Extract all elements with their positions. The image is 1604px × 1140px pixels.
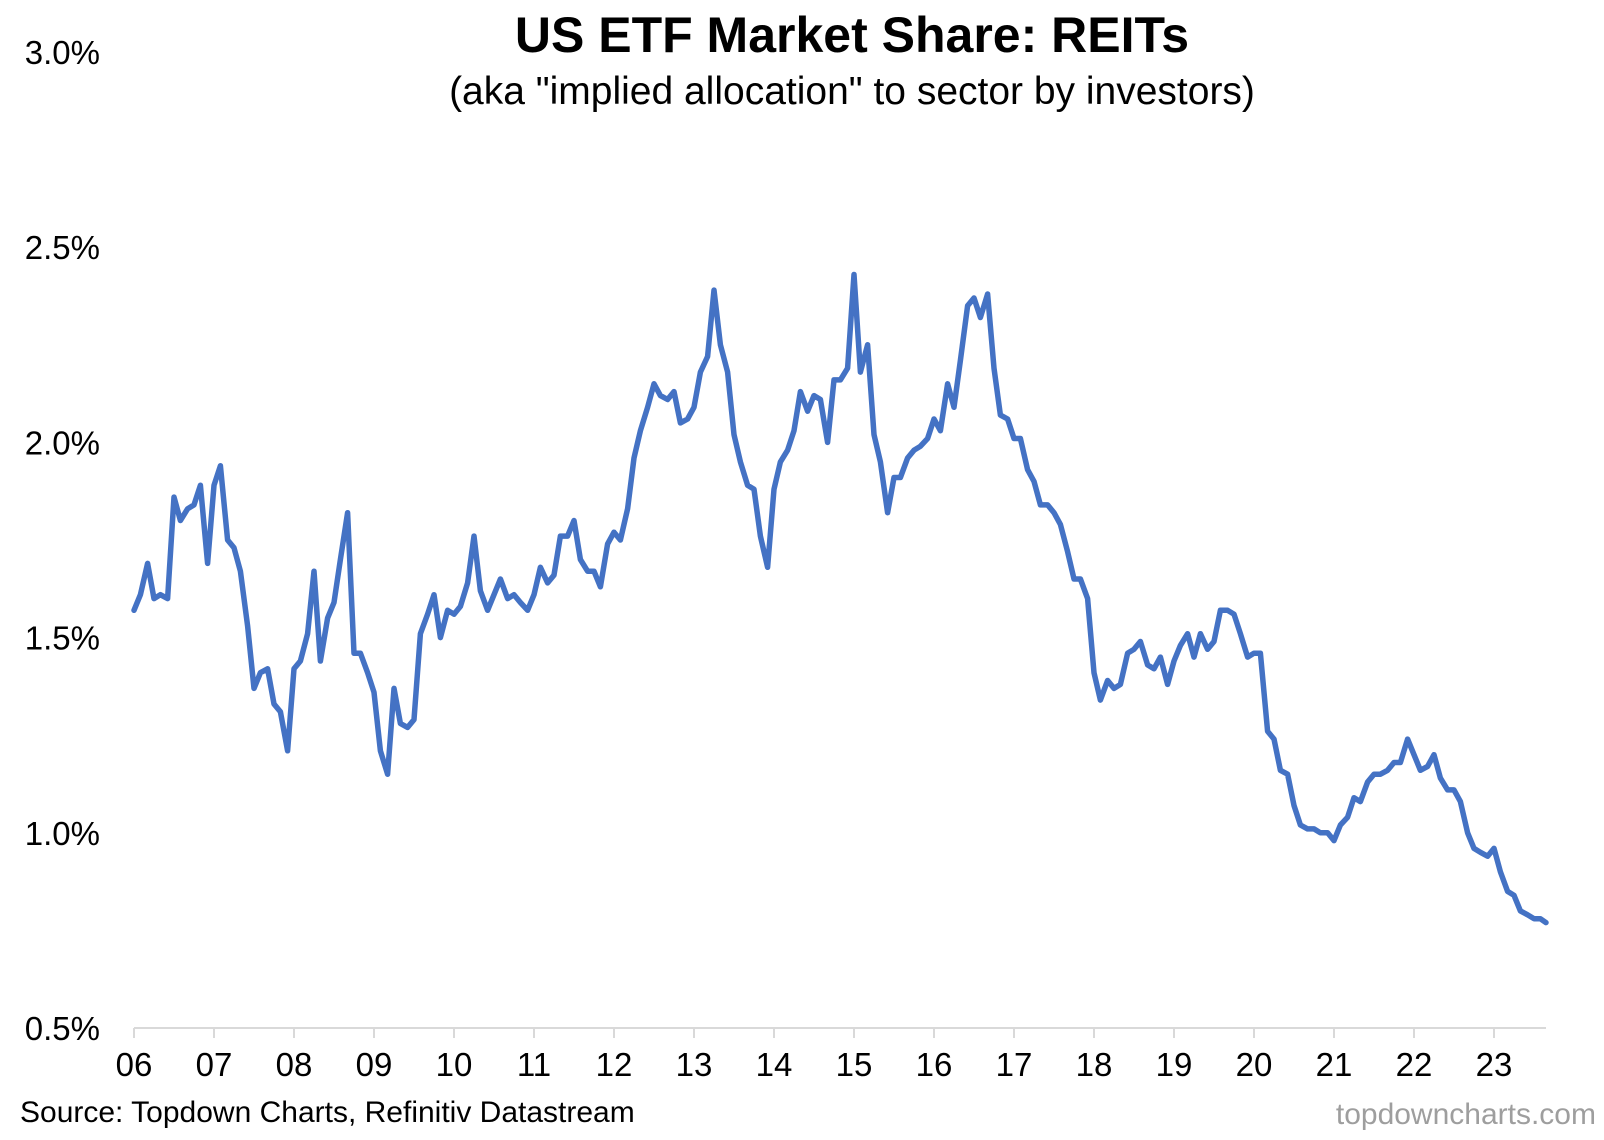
y-tick-label: 1.5% [25, 620, 100, 657]
x-tick-label: 09 [356, 1046, 393, 1083]
source-note: Source: Topdown Charts, Refinitiv Datast… [20, 1096, 635, 1129]
x-axis: 06 07 08 09 10 11 12 13 14 15 16 17 18 19 20 21 22 23 [116, 1028, 1513, 1083]
y-tick-label: 2.5% [25, 229, 100, 266]
series-line-0 [131, 271, 1549, 926]
x-tick-label: 21 [1316, 1046, 1353, 1083]
x-tick-label: 14 [756, 1046, 793, 1083]
x-tick-label: 16 [916, 1046, 953, 1083]
x-tick-label: 12 [596, 1046, 633, 1083]
y-tick-label: 0.5% [25, 1010, 100, 1047]
x-tick-label: 18 [1076, 1046, 1113, 1083]
x-tick-label: 15 [836, 1046, 873, 1083]
x-tick-label: 10 [436, 1046, 473, 1083]
x-tick-label: 13 [676, 1046, 713, 1083]
chart-title: US ETF Market Share: REITs [515, 7, 1189, 63]
y-axis: 3.0% 2.5% 2.0% 1.5% 1.0% 0.5% [25, 34, 100, 1047]
x-tick-label: 17 [996, 1046, 1033, 1083]
chart-subtitle: (aka "implied allocation" to sector by i… [449, 70, 1255, 113]
x-tick-label: 08 [276, 1046, 313, 1083]
y-tick-label: 3.0% [25, 34, 100, 71]
x-tick-label: 11 [517, 1046, 551, 1083]
x-tick-label: 22 [1396, 1046, 1433, 1083]
x-tick-label: 07 [196, 1046, 233, 1083]
x-tick-label: 20 [1236, 1046, 1273, 1083]
x-tick-label: 19 [1156, 1046, 1193, 1083]
watermark: topdowncharts.com [1336, 1098, 1596, 1131]
y-tick-label: 1.0% [25, 815, 100, 852]
x-tick-label: 06 [116, 1046, 153, 1083]
y-tick-label: 2.0% [25, 424, 100, 461]
x-tick-label: 23 [1476, 1046, 1513, 1083]
series-group [131, 271, 1549, 926]
